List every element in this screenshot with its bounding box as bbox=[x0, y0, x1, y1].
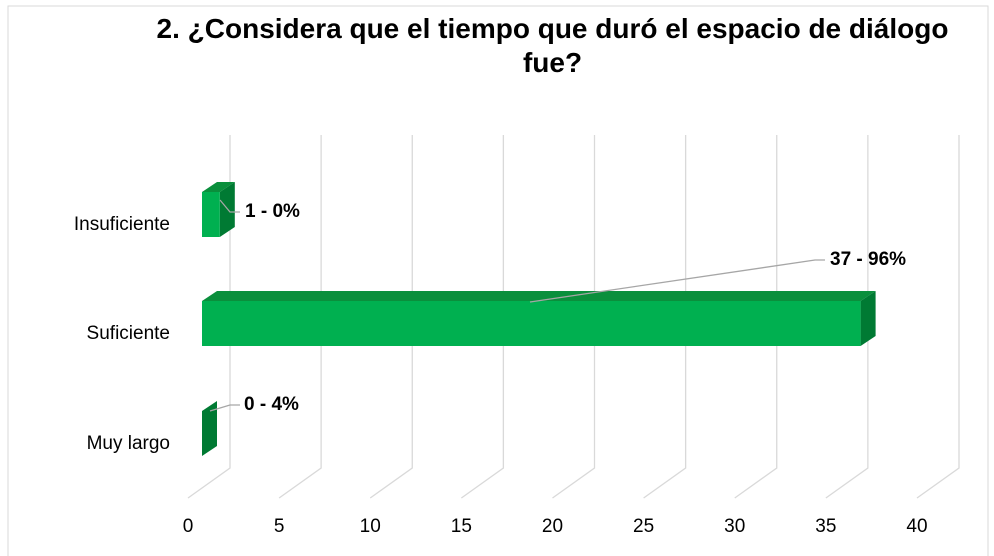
data-label: 0 - 4% bbox=[244, 394, 299, 415]
x-tick-label: 25 bbox=[633, 516, 654, 537]
grid-line bbox=[187, 135, 231, 499]
y-tick-label: Suficiente bbox=[87, 323, 170, 344]
bar-side bbox=[202, 401, 217, 456]
leader-line bbox=[529, 259, 825, 303]
grid-line bbox=[643, 135, 687, 499]
leader-line bbox=[219, 199, 240, 213]
chart-border bbox=[7, 5, 989, 556]
bar-top bbox=[202, 291, 876, 301]
grid-line bbox=[460, 135, 505, 499]
x-tick-label: 35 bbox=[815, 516, 836, 537]
x-tick-label: 10 bbox=[360, 516, 381, 537]
bar-front bbox=[202, 192, 220, 237]
leader-line bbox=[209, 404, 240, 412]
grid-line bbox=[825, 135, 869, 499]
x-tick-label: 30 bbox=[724, 516, 745, 537]
grid-line bbox=[278, 135, 322, 499]
data-label: 37 - 96% bbox=[830, 249, 906, 270]
grid-line bbox=[369, 135, 413, 499]
bar bbox=[202, 401, 217, 456]
y-tick-label: Muy largo bbox=[87, 433, 170, 454]
x-tick-label: 15 bbox=[451, 516, 472, 537]
x-tick-label: 40 bbox=[906, 516, 927, 537]
grid-line bbox=[552, 135, 596, 499]
grid-line bbox=[916, 135, 960, 499]
bar-front bbox=[202, 301, 861, 346]
bar-top bbox=[202, 182, 235, 192]
x-tick-label: 0 bbox=[183, 516, 194, 537]
bar bbox=[202, 182, 235, 237]
bar-side bbox=[860, 291, 876, 346]
x-tick-label: 5 bbox=[274, 516, 285, 537]
y-tick-label: Insuficiente bbox=[74, 214, 170, 235]
bar bbox=[202, 291, 876, 346]
grid-line bbox=[734, 135, 778, 499]
x-tick-label: 20 bbox=[542, 516, 563, 537]
data-label: 1 - 0% bbox=[245, 201, 300, 222]
chart-title: 2. ¿Considera que el tiempo que duró el … bbox=[156, 13, 949, 78]
